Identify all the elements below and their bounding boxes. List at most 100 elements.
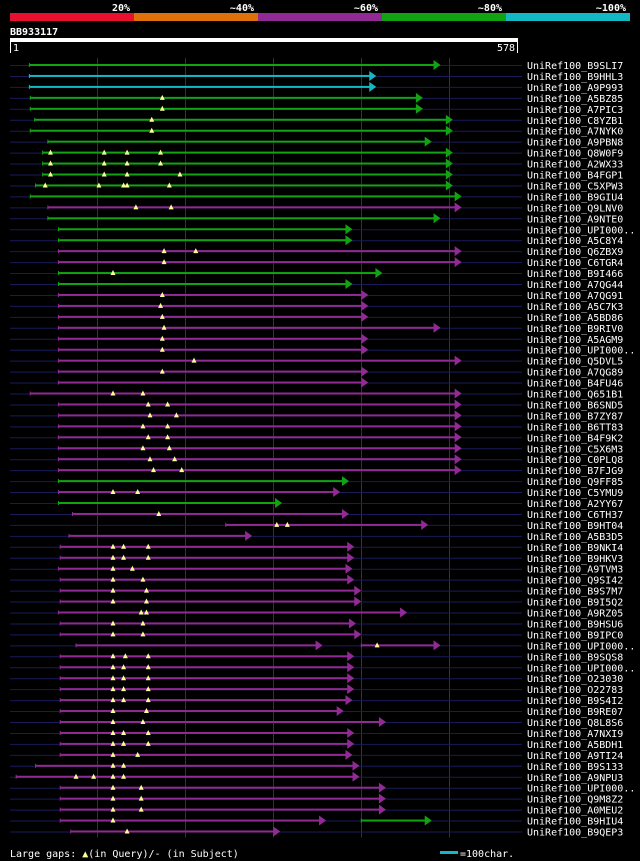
hit-row[interactable]: UniRef100_Q9M8Z2 (10, 793, 623, 806)
hit-row[interactable]: UniRef100_A0MEU2 (10, 804, 623, 817)
hit-row[interactable]: UniRef100_B9SLI7 (10, 60, 623, 72)
hit-row[interactable]: UniRef100_Q9SI42 (10, 574, 623, 587)
hit-label[interactable]: UniRef100_A7NYK0 (527, 127, 623, 138)
hit-label[interactable]: UniRef100_UPI000.. (527, 641, 635, 652)
hit-row[interactable]: UniRef100_B9NKI4 (10, 541, 623, 554)
hit-label[interactable]: UniRef100_B9SLI7 (527, 61, 623, 72)
hit-row[interactable]: UniRef100_A5BZ85 (10, 92, 623, 105)
hit-label[interactable]: UniRef100_A5AGM9 (527, 335, 623, 346)
hit-label[interactable]: UniRef100_B9S7M7 (527, 587, 623, 598)
hit-row[interactable]: UniRef100_A2YY67 (10, 498, 623, 510)
hit-row[interactable]: UniRef100_B9HHL3 (10, 70, 623, 83)
hit-label[interactable]: UniRef100_UPI000.. (527, 225, 635, 236)
hit-row[interactable]: UniRef100_UPI000.. (10, 344, 635, 357)
hit-row[interactable]: UniRef100_B6TT83 (10, 421, 623, 433)
hit-row[interactable]: UniRef100_B4FGP1 (10, 169, 623, 182)
hit-label[interactable]: UniRef100_B6TT83 (527, 422, 623, 433)
hit-label[interactable]: UniRef100_B9I466 (527, 269, 623, 280)
hit-row[interactable]: UniRef100_A5C8Y4 (10, 235, 623, 247)
hit-row[interactable]: UniRef100_A5C7K3 (10, 300, 623, 313)
hit-label[interactable]: UniRef100_C6TH37 (527, 510, 623, 521)
hit-label[interactable]: UniRef100_B9RIV0 (527, 324, 623, 335)
hit-row[interactable]: UniRef100_B6SND5 (10, 399, 623, 411)
hit-row[interactable]: UniRef100_B7ZY87 (10, 410, 623, 422)
hit-row[interactable]: UniRef100_UPI000.. (10, 640, 635, 652)
hit-row[interactable]: UniRef100_C5XPW3 (10, 180, 623, 192)
hit-label[interactable]: UniRef100_B9HHL3 (527, 72, 623, 83)
hit-row[interactable]: UniRef100_A9TI24 (10, 749, 623, 762)
hit-label[interactable]: UniRef100_Q9LNV0 (527, 203, 623, 214)
hit-label[interactable]: UniRef100_B9I5Q2 (527, 598, 623, 609)
hit-label[interactable]: UniRef100_B7ZY87 (527, 411, 623, 422)
hit-row[interactable]: UniRef100_Q651B1 (10, 388, 623, 401)
hit-row[interactable]: UniRef100_A9RZ05 (10, 607, 623, 620)
hit-label[interactable]: UniRef100_UPI000.. (527, 784, 635, 795)
hit-label[interactable]: UniRef100_C6TGR4 (527, 258, 623, 269)
hit-row[interactable]: UniRef100_A9NPU3 (10, 771, 623, 784)
hit-label[interactable]: UniRef100_C5XPW3 (527, 181, 623, 192)
hit-row[interactable]: UniRef100_A5BD86 (10, 311, 623, 324)
hit-row[interactable]: UniRef100_B9HKV3 (10, 552, 623, 565)
hit-label[interactable]: UniRef100_B9GIU4 (527, 192, 623, 203)
hit-label[interactable]: UniRef100_Q9FF85 (527, 477, 623, 488)
hit-label[interactable]: UniRef100_A9P993 (527, 83, 623, 94)
hit-label[interactable]: UniRef100_Q9SI42 (527, 576, 623, 587)
hit-label[interactable]: UniRef100_C5X6M3 (527, 444, 623, 455)
hit-label[interactable]: UniRef100_A5BDH1 (527, 740, 623, 751)
hit-row[interactable]: UniRef100_B9HIU4 (10, 815, 623, 828)
hit-label[interactable]: UniRef100_A5C8Y4 (527, 236, 623, 247)
hit-row[interactable]: UniRef100_B9I466 (10, 268, 623, 280)
hit-row[interactable]: UniRef100_B9RIV0 (10, 322, 623, 335)
hit-row[interactable]: UniRef100_A7NXI9 (10, 727, 623, 740)
hit-row[interactable]: UniRef100_A9NTE0 (10, 213, 623, 225)
hit-row[interactable]: UniRef100_A5AGM9 (10, 333, 623, 346)
hit-row[interactable]: UniRef100_A9PBN8 (10, 136, 623, 149)
hit-label[interactable]: UniRef100_A7QG91 (527, 291, 623, 302)
hit-label[interactable]: UniRef100_Q8W0F9 (527, 149, 623, 160)
hit-label[interactable]: UniRef100_C5YMU9 (527, 488, 623, 499)
hit-row[interactable]: UniRef100_A7QG44 (10, 279, 623, 291)
hit-row[interactable]: UniRef100_C0PLQ8 (10, 454, 623, 466)
hit-label[interactable]: UniRef100_A7QG44 (527, 280, 623, 291)
hit-label[interactable]: UniRef100_A7PIC3 (527, 105, 623, 116)
hit-label[interactable]: UniRef100_B9RE07 (527, 707, 623, 718)
hit-label[interactable]: UniRef100_A5C7K3 (527, 302, 623, 313)
hit-label[interactable]: UniRef100_Q8L8S6 (527, 718, 623, 729)
hit-label[interactable]: UniRef100_B9HKV3 (527, 554, 623, 565)
hit-row[interactable]: UniRef100_C5X6M3 (10, 443, 623, 455)
hit-row[interactable]: UniRef100_A5BDH1 (10, 738, 623, 751)
hit-row[interactable]: UniRef100_B4FU46 (10, 377, 623, 390)
hit-label[interactable]: UniRef100_Q6ZBX9 (527, 247, 623, 258)
hit-label[interactable]: UniRef100_A9NPU3 (527, 773, 623, 784)
hit-row[interactable]: UniRef100_O22783 (10, 684, 623, 696)
hit-label[interactable]: UniRef100_B4F9K2 (527, 433, 623, 444)
hit-row[interactable]: UniRef100_C5YMU9 (10, 487, 623, 499)
hit-label[interactable]: UniRef100_B7FJG9 (527, 466, 623, 477)
hit-row[interactable]: UniRef100_O23030 (10, 673, 623, 685)
hit-label[interactable]: UniRef100_Q5DVL5 (527, 357, 623, 368)
hit-row[interactable]: UniRef100_A5B3D5 (10, 530, 623, 543)
hit-row[interactable]: UniRef100_B7FJG9 (10, 465, 623, 477)
hit-label[interactable]: UniRef100_A9PBN8 (527, 138, 623, 149)
hit-row[interactable]: UniRef100_Q5DVL5 (10, 355, 623, 368)
hit-label[interactable]: UniRef100_B9NKI4 (527, 543, 623, 554)
hit-label[interactable]: UniRef100_A9TI24 (527, 751, 623, 762)
hit-row[interactable]: UniRef100_C8YZB1 (10, 114, 623, 127)
hit-row[interactable]: UniRef100_B9HSU6 (10, 618, 623, 630)
hit-row[interactable]: UniRef100_C6TGR4 (10, 257, 623, 269)
hit-row[interactable]: UniRef100_B9I5Q2 (10, 596, 623, 609)
hit-label[interactable]: UniRef100_A9TVM3 (527, 565, 623, 576)
hit-label[interactable]: UniRef100_A5BD86 (527, 313, 623, 324)
hit-label[interactable]: UniRef100_A9RZ05 (527, 609, 623, 620)
hit-row[interactable]: UniRef100_B9GIU4 (10, 191, 623, 203)
hit-row[interactable]: UniRef100_A7NYK0 (10, 125, 623, 138)
hit-label[interactable]: UniRef100_UPI000.. (527, 663, 635, 674)
hit-row[interactable]: UniRef100_B9S133 (10, 760, 623, 773)
hit-row[interactable]: UniRef100_A9P993 (10, 81, 623, 94)
hit-label[interactable]: UniRef100_B4FGP1 (527, 171, 623, 182)
hit-label[interactable]: UniRef100_A2WX33 (527, 160, 623, 171)
hit-label[interactable]: UniRef100_A5BZ85 (527, 94, 623, 105)
hit-row[interactable]: UniRef100_UPI000.. (10, 224, 635, 236)
hit-label[interactable]: UniRef100_O22783 (527, 685, 623, 696)
hit-row[interactable]: UniRef100_Q9LNV0 (10, 202, 623, 214)
